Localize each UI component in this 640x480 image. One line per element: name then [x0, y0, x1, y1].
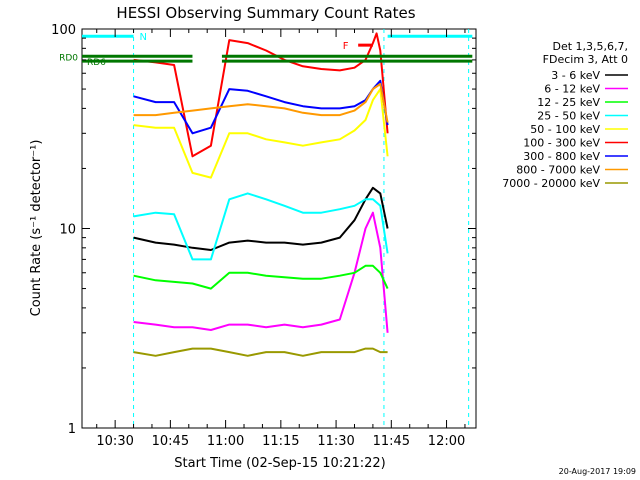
legend-entry-label: 50 - 100 keV — [530, 123, 600, 136]
legend-entry-label: 6 - 12 keV — [544, 83, 600, 96]
y-tick-label: 1 — [68, 422, 76, 437]
x-tick-label: 11:00 — [207, 434, 244, 449]
plot-area: N F RD0 RD6 — [59, 28, 477, 429]
series-line — [133, 347, 388, 357]
legend-entry-label: 300 - 800 keV — [523, 150, 600, 163]
event-lines — [133, 29, 470, 428]
series-line — [133, 79, 389, 135]
legend-entry-label: 3 - 6 keV — [551, 69, 600, 82]
series-layer — [133, 32, 389, 357]
legend-entry-label: 25 - 50 keV — [537, 110, 600, 123]
y-axis: 1 10 100 — [51, 23, 476, 437]
flag-layer: N F RD0 RD6 — [59, 32, 473, 68]
series-line — [133, 83, 389, 123]
series-line — [133, 264, 389, 290]
series-line — [133, 32, 389, 158]
y-axis-label: Count Rate (s⁻¹ detector⁻¹) — [29, 140, 44, 317]
flag-label: F — [343, 41, 349, 52]
series-line — [133, 192, 389, 261]
series-line — [133, 211, 389, 333]
footer-timestamp: 20-Aug-2017 19:09 — [559, 467, 636, 476]
x-tick-label: 11:15 — [262, 434, 299, 449]
legend: Det 1,3,5,6,7, FDecim 3, Att 0 3 - 6 keV… — [502, 40, 628, 190]
plot-frame — [81, 28, 477, 429]
x-axis: 10:30 10:45 11:00 11:15 11:30 11:45 12:00 — [96, 29, 466, 449]
y-tick-label: 100 — [51, 23, 76, 38]
x-tick-label: 11:30 — [317, 434, 354, 449]
x-tick-label: 12:00 — [428, 434, 465, 449]
x-tick-label: 11:45 — [373, 434, 410, 449]
chart-title: HESSI Observing Summary Count Rates — [116, 4, 415, 22]
legend-entry-label: 7000 - 20000 keV — [502, 177, 600, 190]
legend-header-line-2: FDecim 3, Att 0 — [543, 53, 628, 66]
legend-entry-label: 800 - 7000 keV — [516, 164, 600, 177]
series-line — [133, 88, 389, 179]
flag-label: RD0 — [59, 53, 78, 63]
x-axis-label: Start Time (02-Sep-15 10:21:22) — [174, 456, 385, 471]
y-tick-label: 10 — [59, 223, 76, 238]
flag-label: RD6 — [87, 58, 106, 68]
x-tick-label: 10:45 — [152, 434, 189, 449]
legend-header-line-1: Det 1,3,5,6,7, — [552, 40, 628, 53]
flag-label: N — [140, 32, 147, 43]
x-tick-label: 10:30 — [96, 434, 133, 449]
legend-entry-label: 12 - 25 keV — [537, 96, 600, 109]
legend-entry-label: 100 - 300 keV — [523, 137, 600, 150]
